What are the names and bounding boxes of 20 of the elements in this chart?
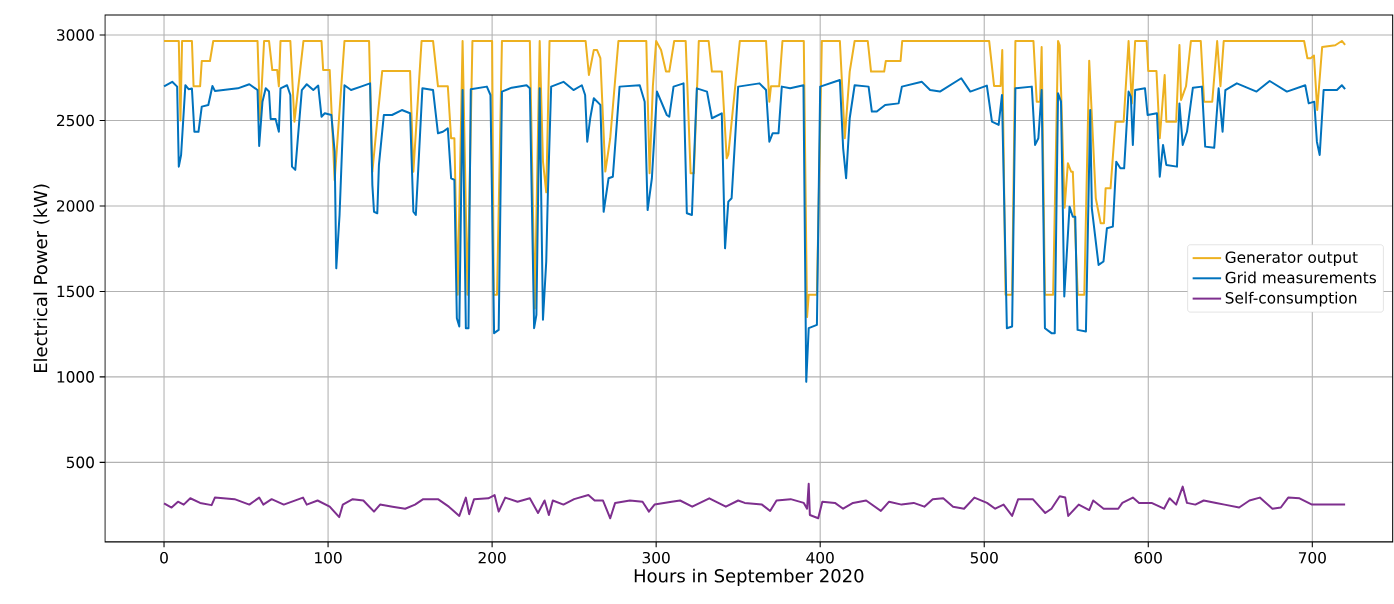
x-tick-label: 500	[970, 551, 998, 564]
line-series	[163, 482, 1347, 520]
y-tick-label: 500	[66, 456, 94, 469]
x-tick-label: 100	[315, 551, 342, 564]
x-tick-label: 600	[1134, 551, 1162, 564]
legend-label: Grid measurements	[1225, 271, 1376, 284]
legend-label: Self-consumption	[1225, 291, 1357, 307]
x-tick-label: 700	[1298, 551, 1326, 564]
y-tick-label: 1500	[57, 285, 94, 298]
x-tick-label: 200	[478, 551, 506, 564]
x-tick-label: 300	[642, 551, 670, 564]
x-tick-label: 400	[806, 551, 834, 564]
x-axis-title: Hours in September 2020	[634, 568, 864, 587]
y-tick-label: 3000	[57, 29, 94, 41]
y-tick-label: 2000	[57, 200, 94, 212]
legend-label: Generator output	[1225, 251, 1358, 267]
y-tick-label: 2500	[57, 114, 94, 127]
y-tick-label: 1000	[57, 371, 94, 383]
y-axis-title: Electrical Power (kW)	[33, 184, 50, 373]
x-tick-label: 0	[160, 551, 168, 564]
